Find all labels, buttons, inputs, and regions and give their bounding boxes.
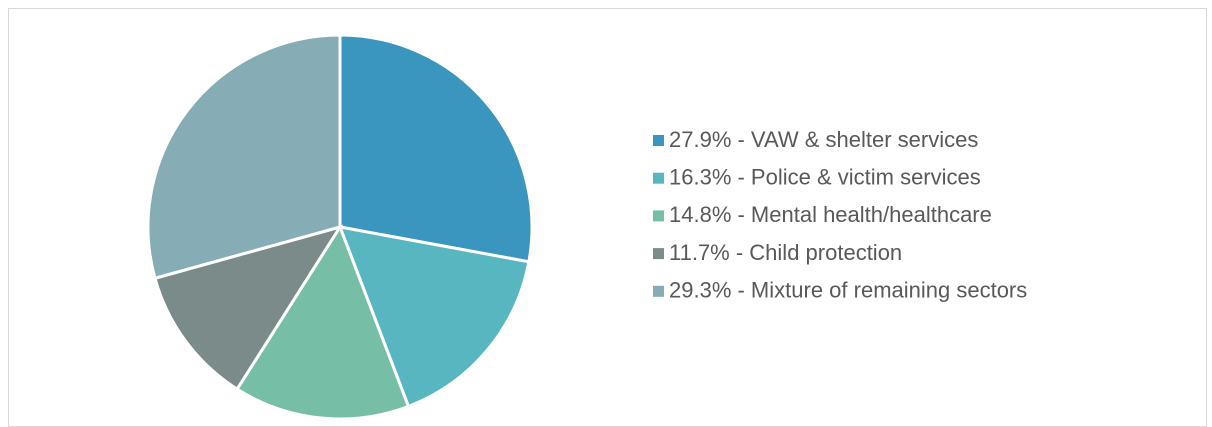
legend-swatch [653,172,664,184]
legend-label: 27.9% - VAW & shelter services [669,127,978,152]
legend-label: 11.7% - Child protection [669,240,902,265]
legend-swatch [653,135,664,146]
pie-slice [146,33,342,281]
legend-label: 16.3% - Police & victim services [669,165,981,190]
pie-slice [153,224,344,392]
legend-swatch [653,248,664,260]
legend-label: 14.8% - Mental health/healthcare [669,202,992,227]
pie-slice [338,33,534,264]
legend-label: 29.3% - Mixture of remaining sectors [669,278,1027,303]
legend-swatch [653,285,664,297]
pie-slice [337,225,531,409]
legend-swatch [653,210,664,222]
pie-slice [235,223,411,421]
